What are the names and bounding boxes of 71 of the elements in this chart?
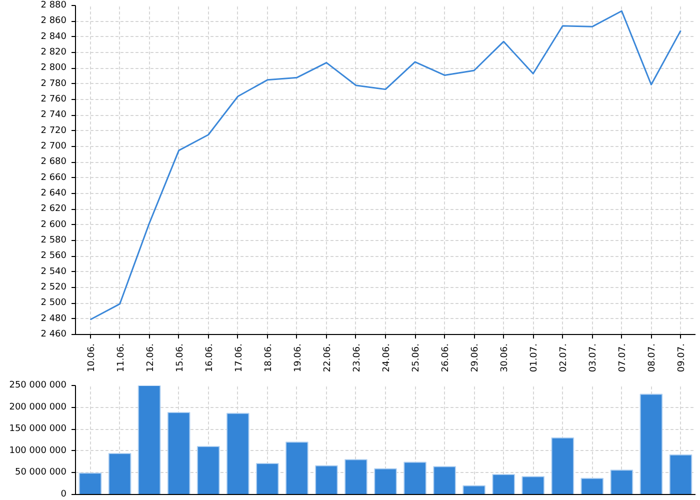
bar	[462, 485, 486, 494]
y-tick-label: 2 500	[40, 298, 67, 308]
bar	[522, 476, 545, 494]
x-tick-label: 10.06.	[86, 343, 97, 372]
x-tick-label: 19.06.	[293, 343, 304, 372]
x-tick-label: 11.06.	[116, 343, 126, 372]
y-tick-label: 2 760	[40, 94, 67, 104]
bar	[492, 474, 516, 494]
x-tick-label: 07.07.	[618, 343, 628, 372]
y-tick-label: 2 640	[40, 188, 67, 198]
y-tick-label: 150 000 000	[9, 424, 67, 434]
y-tick-label: 2 860	[40, 16, 67, 26]
bar	[610, 470, 634, 494]
x-tick-label: 30.06.	[500, 343, 510, 372]
x-tick-label: 09.07.	[677, 343, 688, 372]
y-tick-label: 200 000 000	[9, 402, 67, 412]
bar	[138, 386, 161, 494]
y-tick-label: 2 720	[40, 126, 67, 136]
y-tick-label: 2 740	[40, 110, 67, 120]
x-tick-label: 23.06.	[352, 343, 362, 372]
y-tick-label: 2 880	[40, 0, 67, 10]
x-tick-label: 17.06.	[234, 343, 244, 372]
y-tick-label: 0	[60, 490, 67, 500]
x-tick-label: 02.07.	[559, 343, 570, 372]
bar	[580, 478, 604, 494]
x-tick-label: 18.06.	[264, 343, 274, 372]
x-tick-label: 24.06.	[382, 343, 392, 372]
y-tick-label: 2 620	[40, 204, 67, 214]
y-tick-label: 2 520	[40, 282, 67, 292]
line-series	[90, 10, 682, 320]
y-tick-label: 2 800	[40, 63, 67, 74]
bar	[669, 454, 692, 494]
bar	[640, 394, 663, 494]
y-tick-label: 2 540	[40, 266, 67, 277]
y-tick-label: 2 780	[40, 78, 67, 89]
x-tick-label: 22.06.	[322, 343, 333, 372]
bar	[404, 462, 426, 494]
y-tick-label: 50 000 000	[14, 468, 67, 478]
x-tick-label: 08.07.	[648, 343, 658, 372]
x-tick-label: 29.06.	[470, 343, 481, 372]
bar	[433, 466, 456, 494]
bar	[78, 472, 102, 494]
y-tick-label: 2 840	[40, 32, 67, 42]
y-tick-label: 2 820	[40, 48, 67, 58]
bar	[344, 459, 368, 494]
x-tick-label: 01.07.	[530, 343, 540, 372]
bar	[286, 442, 308, 494]
y-tick-label: 100 000 000	[9, 446, 67, 456]
x-tick-label: 15.06.	[175, 343, 186, 372]
y-tick-label: 2 560	[40, 251, 67, 262]
y-tick-label: 2 480	[40, 314, 67, 324]
y-tick-label: 2 680	[40, 157, 67, 168]
bar	[256, 463, 279, 494]
x-tick-label: 26.06.	[441, 343, 452, 372]
x-tick-label: 03.07.	[588, 343, 599, 372]
y-tick-label: 2 580	[40, 236, 67, 246]
bar	[226, 412, 250, 494]
y-tick-label: 250 000 000	[9, 380, 67, 390]
bar	[196, 446, 220, 494]
x-tick-label: 16.06.	[204, 343, 215, 372]
bar	[551, 437, 574, 494]
y-tick-label: 2 660	[40, 172, 67, 183]
bar	[108, 453, 132, 494]
y-tick-label: 2 700	[40, 142, 67, 152]
x-tick-label: 25.06.	[412, 343, 422, 372]
x-tick-label: 12.06.	[146, 343, 156, 372]
y-tick-label: 2 460	[40, 330, 67, 340]
y-tick-label: 2 600	[40, 220, 67, 230]
bar	[315, 465, 338, 494]
bar	[167, 412, 190, 494]
bar	[374, 468, 397, 494]
